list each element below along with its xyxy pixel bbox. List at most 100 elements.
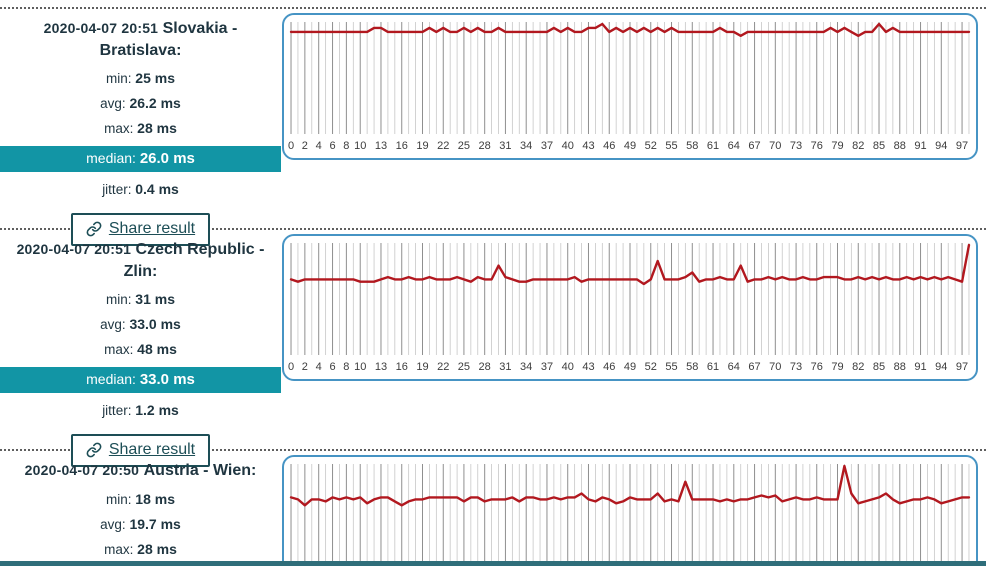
stat-avg-label: avg: — [100, 317, 126, 333]
stat-min: min: 18 ms — [0, 491, 281, 507]
svg-text:28: 28 — [479, 361, 491, 373]
svg-text:37: 37 — [541, 361, 553, 373]
result-timestamp: 2020-04-07 20:51 — [16, 241, 132, 257]
svg-text:82: 82 — [852, 140, 864, 152]
share-result-label: Share result — [108, 220, 196, 238]
stat-median-label: median: — [86, 150, 136, 167]
result-location: Austria - Wien: — [143, 462, 257, 479]
stat-max: max: 28 ms — [0, 120, 281, 136]
result-location: Slovakia - Bratislava: — [99, 20, 238, 59]
stat-avg: avg: 26.2 ms — [0, 95, 281, 111]
stat-avg-value: 26.2 ms — [129, 95, 181, 112]
bottom-edge-strip — [0, 561, 986, 566]
svg-text:34: 34 — [520, 140, 532, 152]
svg-text:4: 4 — [316, 140, 322, 152]
stat-max-value: 28 ms — [137, 120, 177, 137]
stat-median-label: median: — [86, 371, 136, 388]
link-icon — [86, 442, 102, 458]
result-timestamp: 2020-04-07 20:51 — [43, 20, 159, 36]
svg-text:10: 10 — [354, 361, 366, 373]
svg-text:6: 6 — [329, 361, 335, 373]
result-timestamp: 2020-04-07 20:50 — [24, 462, 140, 478]
svg-text:55: 55 — [665, 361, 677, 373]
stat-median-value: 26.0 ms — [139, 150, 195, 168]
stat-avg-value: 33.0 ms — [129, 316, 181, 333]
stat-max-value: 48 ms — [137, 341, 177, 358]
svg-text:37: 37 — [541, 140, 553, 152]
stat-jitter-value: 0.4 ms — [135, 181, 179, 198]
ping-chart-wien: 0246810131619222528313437404346495255586… — [282, 455, 978, 566]
stat-min-value: 31 ms — [135, 291, 175, 308]
svg-text:0: 0 — [288, 140, 294, 152]
svg-text:34: 34 — [520, 361, 532, 373]
result-title: 2020-04-07 20:51 Slovakia - Bratislava: — [10, 18, 272, 61]
ping-result-panel-bratislava: 2020-04-07 20:51 Slovakia - Bratislava: … — [0, 7, 986, 247]
share-result-button[interactable]: Share result — [70, 434, 211, 468]
stat-min: min: 25 ms — [0, 70, 281, 86]
svg-text:2: 2 — [302, 140, 308, 152]
svg-text:10: 10 — [354, 140, 366, 152]
svg-text:16: 16 — [396, 361, 408, 373]
svg-text:46: 46 — [603, 361, 615, 373]
svg-text:79: 79 — [831, 140, 843, 152]
svg-text:31: 31 — [499, 140, 511, 152]
svg-text:82: 82 — [852, 361, 864, 373]
svg-text:25: 25 — [458, 361, 470, 373]
stat-median-bar: median: 33.0 ms — [0, 367, 281, 394]
stat-min-label: min: — [106, 71, 132, 87]
stat-max-label: max: — [104, 541, 134, 557]
svg-text:91: 91 — [914, 361, 926, 373]
ping-line-chart: 0246810131619222528313437404346495255586… — [289, 464, 971, 566]
svg-text:4: 4 — [316, 361, 322, 373]
stat-min: min: 31 ms — [0, 291, 281, 307]
ping-chart-bratislava: 0 2 4 6 8 10 13 16 19 22 25 28 31 34 37 40 43 46 49 52 55 58 6… — [282, 13, 978, 160]
stat-avg-label: avg: — [100, 516, 126, 532]
svg-text:61: 61 — [707, 361, 719, 373]
result-info-column: 2020-04-07 20:51 Czech Republic - Zlin: … — [0, 233, 281, 468]
svg-text:70: 70 — [769, 361, 781, 373]
svg-text:94: 94 — [935, 140, 947, 152]
ping-result-panel-wien: 2020-04-07 20:50 Austria - Wien: min: 18… — [0, 449, 986, 566]
stat-jitter: jitter: 0.4 ms — [0, 181, 281, 197]
svg-text:55: 55 — [665, 140, 677, 152]
stat-min-label: min: — [106, 491, 132, 507]
svg-text:91: 91 — [914, 140, 926, 152]
share-result-label: Share result — [108, 441, 196, 459]
svg-text:70: 70 — [769, 140, 781, 152]
result-title: 2020-04-07 20:50 Austria - Wien: — [10, 460, 272, 482]
result-info-column: 2020-04-07 20:50 Austria - Wien: min: 18… — [0, 454, 281, 566]
svg-text:94: 94 — [935, 361, 947, 373]
stat-max-label: max: — [104, 342, 134, 358]
svg-text:49: 49 — [624, 140, 636, 152]
svg-text:97: 97 — [956, 361, 968, 373]
svg-text:13: 13 — [375, 140, 387, 152]
stat-median-value: 33.0 ms — [139, 371, 195, 389]
svg-text:97: 97 — [956, 140, 968, 152]
stat-max-value: 28 ms — [137, 540, 177, 557]
svg-text:22: 22 — [437, 140, 449, 152]
svg-text:73: 73 — [790, 140, 802, 152]
svg-text:43: 43 — [582, 361, 594, 373]
svg-text:85: 85 — [873, 361, 885, 373]
svg-text:28: 28 — [479, 140, 491, 152]
svg-text:40: 40 — [562, 140, 574, 152]
svg-text:67: 67 — [748, 140, 760, 152]
stat-min-label: min: — [106, 292, 132, 308]
svg-text:46: 46 — [603, 140, 615, 152]
chart-column: 0246810131619222528313437404346495255586… — [281, 454, 986, 566]
svg-text:2: 2 — [302, 361, 308, 373]
svg-text:31: 31 — [499, 361, 511, 373]
stat-avg-label: avg: — [100, 96, 126, 112]
share-result-button[interactable]: Share result — [70, 213, 211, 247]
svg-text:85: 85 — [873, 140, 885, 152]
result-title: 2020-04-07 20:51 Czech Republic - Zlin: — [10, 239, 272, 282]
result-location: Czech Republic - Zlin: — [123, 241, 265, 280]
ping-result-panel-zlin: 2020-04-07 20:51 Czech Republic - Zlin: … — [0, 228, 986, 468]
svg-text:19: 19 — [416, 361, 428, 373]
svg-text:22: 22 — [437, 361, 449, 373]
svg-text:0: 0 — [288, 361, 294, 373]
svg-text:88: 88 — [894, 140, 906, 152]
ping-chart-zlin: 0 2 4 6 8 10 13 16 19 22 25 28 31 34 37 40 43 46 49 52 55 58 6… — [282, 234, 978, 381]
